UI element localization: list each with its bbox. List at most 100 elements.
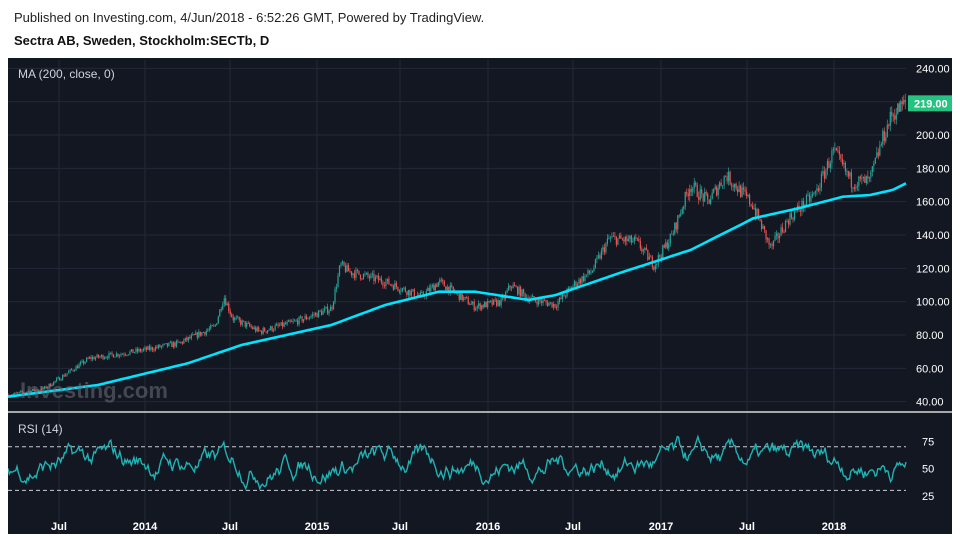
candle-body — [361, 278, 363, 280]
candle-body — [135, 348, 137, 353]
candle-body — [744, 189, 746, 192]
candle-body — [100, 355, 103, 357]
candle-body — [386, 278, 389, 282]
candle-body — [413, 289, 415, 297]
candle-body — [578, 279, 580, 285]
candle-body — [457, 292, 459, 294]
candle-body — [223, 298, 225, 305]
candle-body — [777, 233, 779, 239]
candle-body — [588, 270, 591, 274]
candle-body — [834, 148, 836, 150]
candle-body — [599, 255, 601, 259]
candle-body — [285, 323, 287, 325]
candle-body — [861, 178, 863, 179]
candle-body — [740, 185, 742, 197]
candle-body — [346, 264, 348, 272]
candle-body — [226, 303, 228, 306]
candle-body — [487, 300, 489, 308]
candle-body — [865, 176, 867, 184]
candle-body — [234, 317, 236, 321]
candle-body — [880, 144, 882, 146]
candle-body — [406, 291, 408, 296]
candle-body — [795, 210, 797, 212]
candle-body — [741, 187, 743, 197]
candle-body — [30, 390, 32, 393]
candle-body — [162, 344, 164, 347]
candle-body — [772, 240, 775, 247]
candlestick-series — [8, 93, 906, 398]
candle-body — [121, 354, 124, 355]
candle-body — [440, 279, 442, 281]
candle-body — [790, 213, 793, 218]
candle-body — [521, 289, 523, 297]
candle-body — [325, 306, 327, 309]
candle-body — [722, 185, 724, 187]
candle-body — [129, 351, 131, 355]
price-chart[interactable]: Investing.com 40.00 60.00 80.00 100.00 120.0… — [8, 58, 952, 534]
candle-body — [365, 272, 368, 274]
candle-body — [368, 276, 371, 279]
candle-body — [714, 186, 716, 190]
rsi-tick-label: 75 — [922, 436, 934, 448]
candle-body — [472, 301, 474, 304]
candle-body — [695, 182, 697, 185]
candle-body — [692, 188, 694, 192]
candle-body — [753, 208, 755, 210]
candle-body — [192, 334, 194, 336]
rsi-line — [8, 434, 907, 491]
candle-body — [659, 255, 661, 257]
candle-body — [897, 103, 899, 114]
candle-body — [259, 330, 261, 332]
candle-body — [196, 332, 198, 338]
candle-body — [461, 292, 463, 301]
candle-body — [66, 373, 68, 375]
candle-body — [656, 263, 658, 266]
candle-body — [268, 329, 270, 331]
candle-body — [858, 176, 860, 186]
candle-body — [216, 323, 218, 326]
candle-body — [398, 290, 400, 292]
candle-body — [871, 166, 873, 172]
price-tick-label: 160.00 — [916, 197, 950, 209]
candle-body — [506, 290, 508, 293]
candle-body — [448, 286, 450, 293]
candle-body — [47, 386, 49, 389]
candle-body — [485, 302, 487, 308]
candle-body — [710, 199, 712, 204]
candle-body — [79, 362, 82, 365]
candle-body — [41, 387, 43, 391]
time-tick-label: 2017 — [649, 521, 673, 533]
candle-body — [826, 161, 829, 171]
candle-body — [159, 344, 161, 348]
candle-body — [723, 176, 725, 186]
candle-body — [243, 320, 245, 322]
candle-body — [78, 364, 80, 369]
candle-body — [82, 360, 85, 364]
candle-body — [517, 286, 519, 295]
candle-body — [841, 159, 843, 165]
candle-body — [762, 226, 764, 229]
candle-body — [433, 284, 435, 291]
candle-body — [174, 342, 176, 347]
candle-body — [81, 360, 83, 363]
candle-body — [38, 390, 40, 391]
candle-body — [511, 287, 513, 289]
candle-body — [520, 286, 522, 297]
candle-body — [823, 171, 826, 179]
candle-body — [69, 369, 71, 372]
candle-body — [23, 392, 25, 394]
candle-body — [340, 263, 342, 266]
candle-body — [302, 319, 305, 322]
candle-body — [534, 299, 537, 302]
candle-body — [862, 176, 864, 179]
candle-body — [458, 292, 460, 300]
candle-body — [156, 346, 158, 348]
candle-body — [900, 101, 902, 112]
candle-body — [172, 342, 174, 348]
candle-body — [775, 233, 778, 236]
candle-body — [171, 342, 173, 348]
candle-body — [190, 335, 192, 339]
candle-body — [235, 317, 237, 319]
candle-body — [349, 271, 351, 272]
candle-body — [502, 296, 504, 299]
